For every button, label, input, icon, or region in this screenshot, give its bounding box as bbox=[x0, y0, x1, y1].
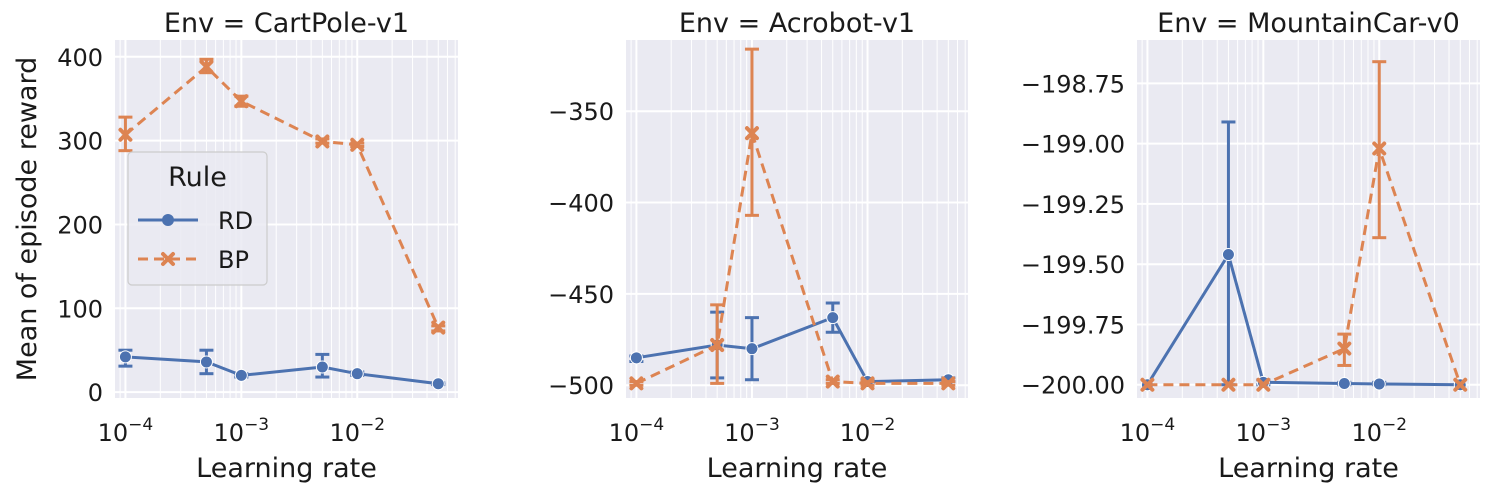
data-point bbox=[315, 134, 330, 149]
data-point bbox=[431, 377, 445, 391]
y-tick-label: 200 bbox=[57, 211, 103, 239]
data-point bbox=[941, 376, 956, 391]
panel-3: −198.75 −199.00 −199.25 −199.50 −199.75 −200.… bbox=[1021, 8, 1480, 484]
data-point bbox=[315, 360, 329, 374]
y-tick-label: −199.00 bbox=[1021, 131, 1125, 159]
x-tick-label: 10−2 bbox=[840, 415, 896, 447]
plot-area bbox=[626, 40, 968, 398]
data-point bbox=[199, 59, 214, 74]
data-point bbox=[826, 311, 840, 325]
x-axis-label: Learning rate bbox=[1218, 453, 1399, 484]
data-point bbox=[629, 351, 643, 365]
data-point bbox=[431, 320, 446, 335]
y-tick-label: −500 bbox=[548, 372, 614, 400]
data-point bbox=[710, 338, 725, 353]
data-point bbox=[118, 127, 133, 142]
data-point bbox=[1140, 377, 1155, 392]
y-tick-label: −400 bbox=[548, 190, 614, 218]
x-tick-label: 10−2 bbox=[329, 415, 385, 447]
y-tick-label: 300 bbox=[57, 128, 103, 156]
legend: Rule RD BP bbox=[127, 151, 268, 286]
data-point bbox=[1372, 377, 1386, 391]
panel-2: −350 −400 −450 −500 10−4 10−3 10−2 Env = Acrobo… bbox=[548, 8, 968, 484]
y-tick-label: −450 bbox=[548, 281, 614, 309]
series-line bbox=[125, 355, 439, 386]
data-point bbox=[1221, 377, 1236, 392]
data-point bbox=[350, 367, 364, 381]
series-line bbox=[124, 64, 440, 329]
panel-title: Env = Acrobot-v1 bbox=[679, 8, 915, 39]
x-tick-label: 10−3 bbox=[1236, 415, 1292, 447]
data-point bbox=[234, 368, 248, 382]
data-point bbox=[1337, 341, 1352, 356]
y-tick-label: 400 bbox=[57, 44, 103, 72]
series-line bbox=[1147, 148, 1462, 387]
x-tick-label: 10−4 bbox=[609, 415, 665, 447]
legend-marker bbox=[161, 252, 175, 266]
legend-marker bbox=[162, 214, 174, 226]
legend-title: Rule bbox=[168, 162, 227, 193]
series-bp bbox=[118, 57, 446, 335]
data-point bbox=[1372, 141, 1387, 156]
y-tick-label: −199.75 bbox=[1021, 311, 1125, 339]
x-axis-label: Learning rate bbox=[707, 453, 888, 484]
x-tick-label: 10−4 bbox=[98, 415, 154, 447]
series-line bbox=[636, 315, 949, 384]
data-point bbox=[745, 342, 759, 356]
legend-label: RD bbox=[218, 207, 253, 235]
y-tick-label: −350 bbox=[548, 98, 614, 126]
series-rd bbox=[118, 348, 446, 391]
data-point bbox=[860, 376, 875, 391]
x-tick-label: 10−2 bbox=[1351, 415, 1407, 447]
panel-title: Env = CartPole-v1 bbox=[164, 8, 409, 39]
y-tick-label: −200.00 bbox=[1021, 372, 1125, 400]
series-bp bbox=[629, 47, 956, 391]
data-point bbox=[744, 126, 759, 141]
y-tick-label: 100 bbox=[57, 295, 103, 323]
x-tick-label: 10−3 bbox=[214, 415, 270, 447]
data-point bbox=[1256, 377, 1271, 392]
data-point bbox=[1337, 377, 1351, 391]
data-point bbox=[1221, 248, 1235, 262]
series-line bbox=[1146, 250, 1461, 387]
legend-entry-bp: BP bbox=[138, 246, 249, 274]
data-point bbox=[1453, 377, 1468, 392]
data-point bbox=[199, 355, 213, 369]
plot-area bbox=[1137, 40, 1480, 398]
x-tick-label: 10−3 bbox=[724, 415, 780, 447]
series-line bbox=[635, 132, 949, 385]
y-tick-label: −198.75 bbox=[1021, 70, 1125, 98]
y-axis-label: Mean of episode reward bbox=[12, 57, 43, 381]
data-point bbox=[118, 350, 132, 364]
data-point bbox=[629, 376, 644, 391]
y-tick-label: 0 bbox=[88, 379, 103, 407]
x-axis-label: Learning rate bbox=[196, 453, 377, 484]
legend-label: BP bbox=[218, 246, 249, 274]
panel-title: Env = MountainCar-v0 bbox=[1157, 8, 1460, 39]
y-tick-label: −199.50 bbox=[1021, 251, 1125, 279]
data-point bbox=[825, 374, 840, 389]
data-point bbox=[234, 94, 249, 109]
legend-entry-rd: RD bbox=[138, 207, 253, 235]
series-bp bbox=[1140, 60, 1468, 392]
data-point bbox=[350, 137, 365, 152]
y-tick-label: −199.25 bbox=[1021, 191, 1125, 219]
x-tick-label: 10−4 bbox=[1120, 415, 1176, 447]
